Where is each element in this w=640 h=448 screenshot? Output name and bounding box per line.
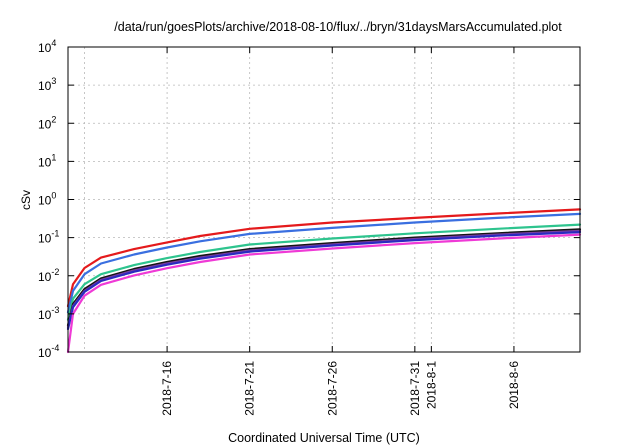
x-tick-label: 2018-7-31 [408,361,422,416]
x-tick-label: 2018-8-6 [507,361,521,409]
x-tick-label: 2018-7-26 [325,361,339,416]
y-tick-label: 10-1 [38,229,59,246]
series-line [66,233,582,354]
x-tick-label: 2018-7-21 [243,361,257,416]
x-tick-label: 2018-7-16 [160,361,174,416]
series-line [66,223,582,321]
series-line [66,208,582,308]
y-tick-label: 104 [38,38,56,55]
x-axis-label: Coordinated Universal Time (UTC) [228,431,420,445]
y-tick-label: 100 [38,191,56,208]
y-tick-label: 10-2 [38,267,59,284]
series-line [66,228,582,327]
y-axis-ticks: 10-4 10-3 10-2 10-1 100 101 102 103 104 [38,38,580,360]
y-tick-label: 10-4 [38,343,59,360]
series-line [66,212,582,314]
y-tick-label: 10-3 [38,305,59,322]
y-tick-label: 102 [38,114,56,131]
y-axis-label: cSv [19,190,33,210]
series-line [66,231,582,331]
y-tick-label: 101 [38,152,56,169]
grid [68,47,580,352]
x-axis-ticks: 2018-7-16 2018-7-21 2018-7-26 2018-7-31 2018… [160,47,521,416]
series-lines [66,208,582,354]
chart-title: /data/run/goesPlots/archive/2018-08-10/f… [114,20,562,34]
x-tick-label: 2018-8-1 [424,361,438,409]
y-tick-label: 103 [38,76,56,93]
